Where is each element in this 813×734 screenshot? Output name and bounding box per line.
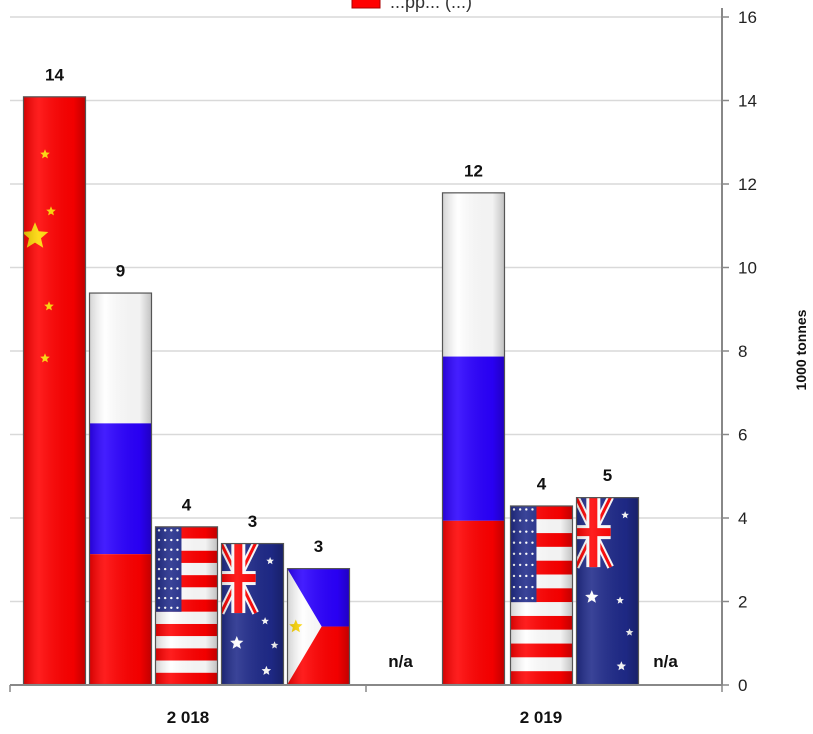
y-tick-label: 14 (738, 92, 757, 111)
y-tick-label: 8 (738, 342, 747, 361)
bar-russia-2019 (442, 192, 505, 685)
legend: ...pp... (...) (351, 0, 472, 12)
y-tick-label: 2 (738, 593, 747, 612)
na-label: n/a (653, 652, 678, 671)
y-tick-label: 12 (738, 175, 757, 194)
data-label: 5 (603, 466, 612, 485)
data-label: 4 (537, 474, 547, 493)
bar-australia-2018 (221, 543, 284, 685)
y-tick-label: 10 (738, 259, 757, 278)
bar-philippines-2018 (287, 568, 350, 685)
data-label: 4 (182, 495, 192, 514)
y-axis-title: 1000 tonnes (793, 309, 809, 390)
labels: 0 2 4 6 8 10 12 14 16 14 9 4 3 3 n/a 12 4 5 n/a 2 018 2 019 (45, 8, 757, 727)
data-label: 9 (116, 262, 125, 281)
bar-usa-2019 (510, 505, 573, 685)
bar-usa-2018 (155, 526, 218, 685)
x-category-label: 2 018 (167, 708, 210, 727)
data-label: 3 (248, 512, 257, 531)
bars (22, 96, 640, 686)
na-label: n/a (388, 652, 413, 671)
data-label: 14 (45, 65, 64, 84)
legend-text: ...pp... (...) (390, 0, 472, 12)
data-label: 3 (314, 537, 323, 556)
bar-russia-2018 (89, 292, 152, 685)
bar-australia-2019 (576, 497, 639, 685)
y-tick-label: 0 (738, 676, 747, 695)
y-tick-label: 16 (738, 8, 757, 27)
data-label: 12 (464, 161, 483, 180)
x-category-label: 2 019 (520, 708, 563, 727)
legend-swatch (351, 0, 381, 9)
y-tick-label: 6 (738, 426, 747, 445)
y-tick-label: 4 (738, 509, 747, 528)
axes (10, 8, 723, 686)
bar-china-2018 (23, 96, 86, 685)
